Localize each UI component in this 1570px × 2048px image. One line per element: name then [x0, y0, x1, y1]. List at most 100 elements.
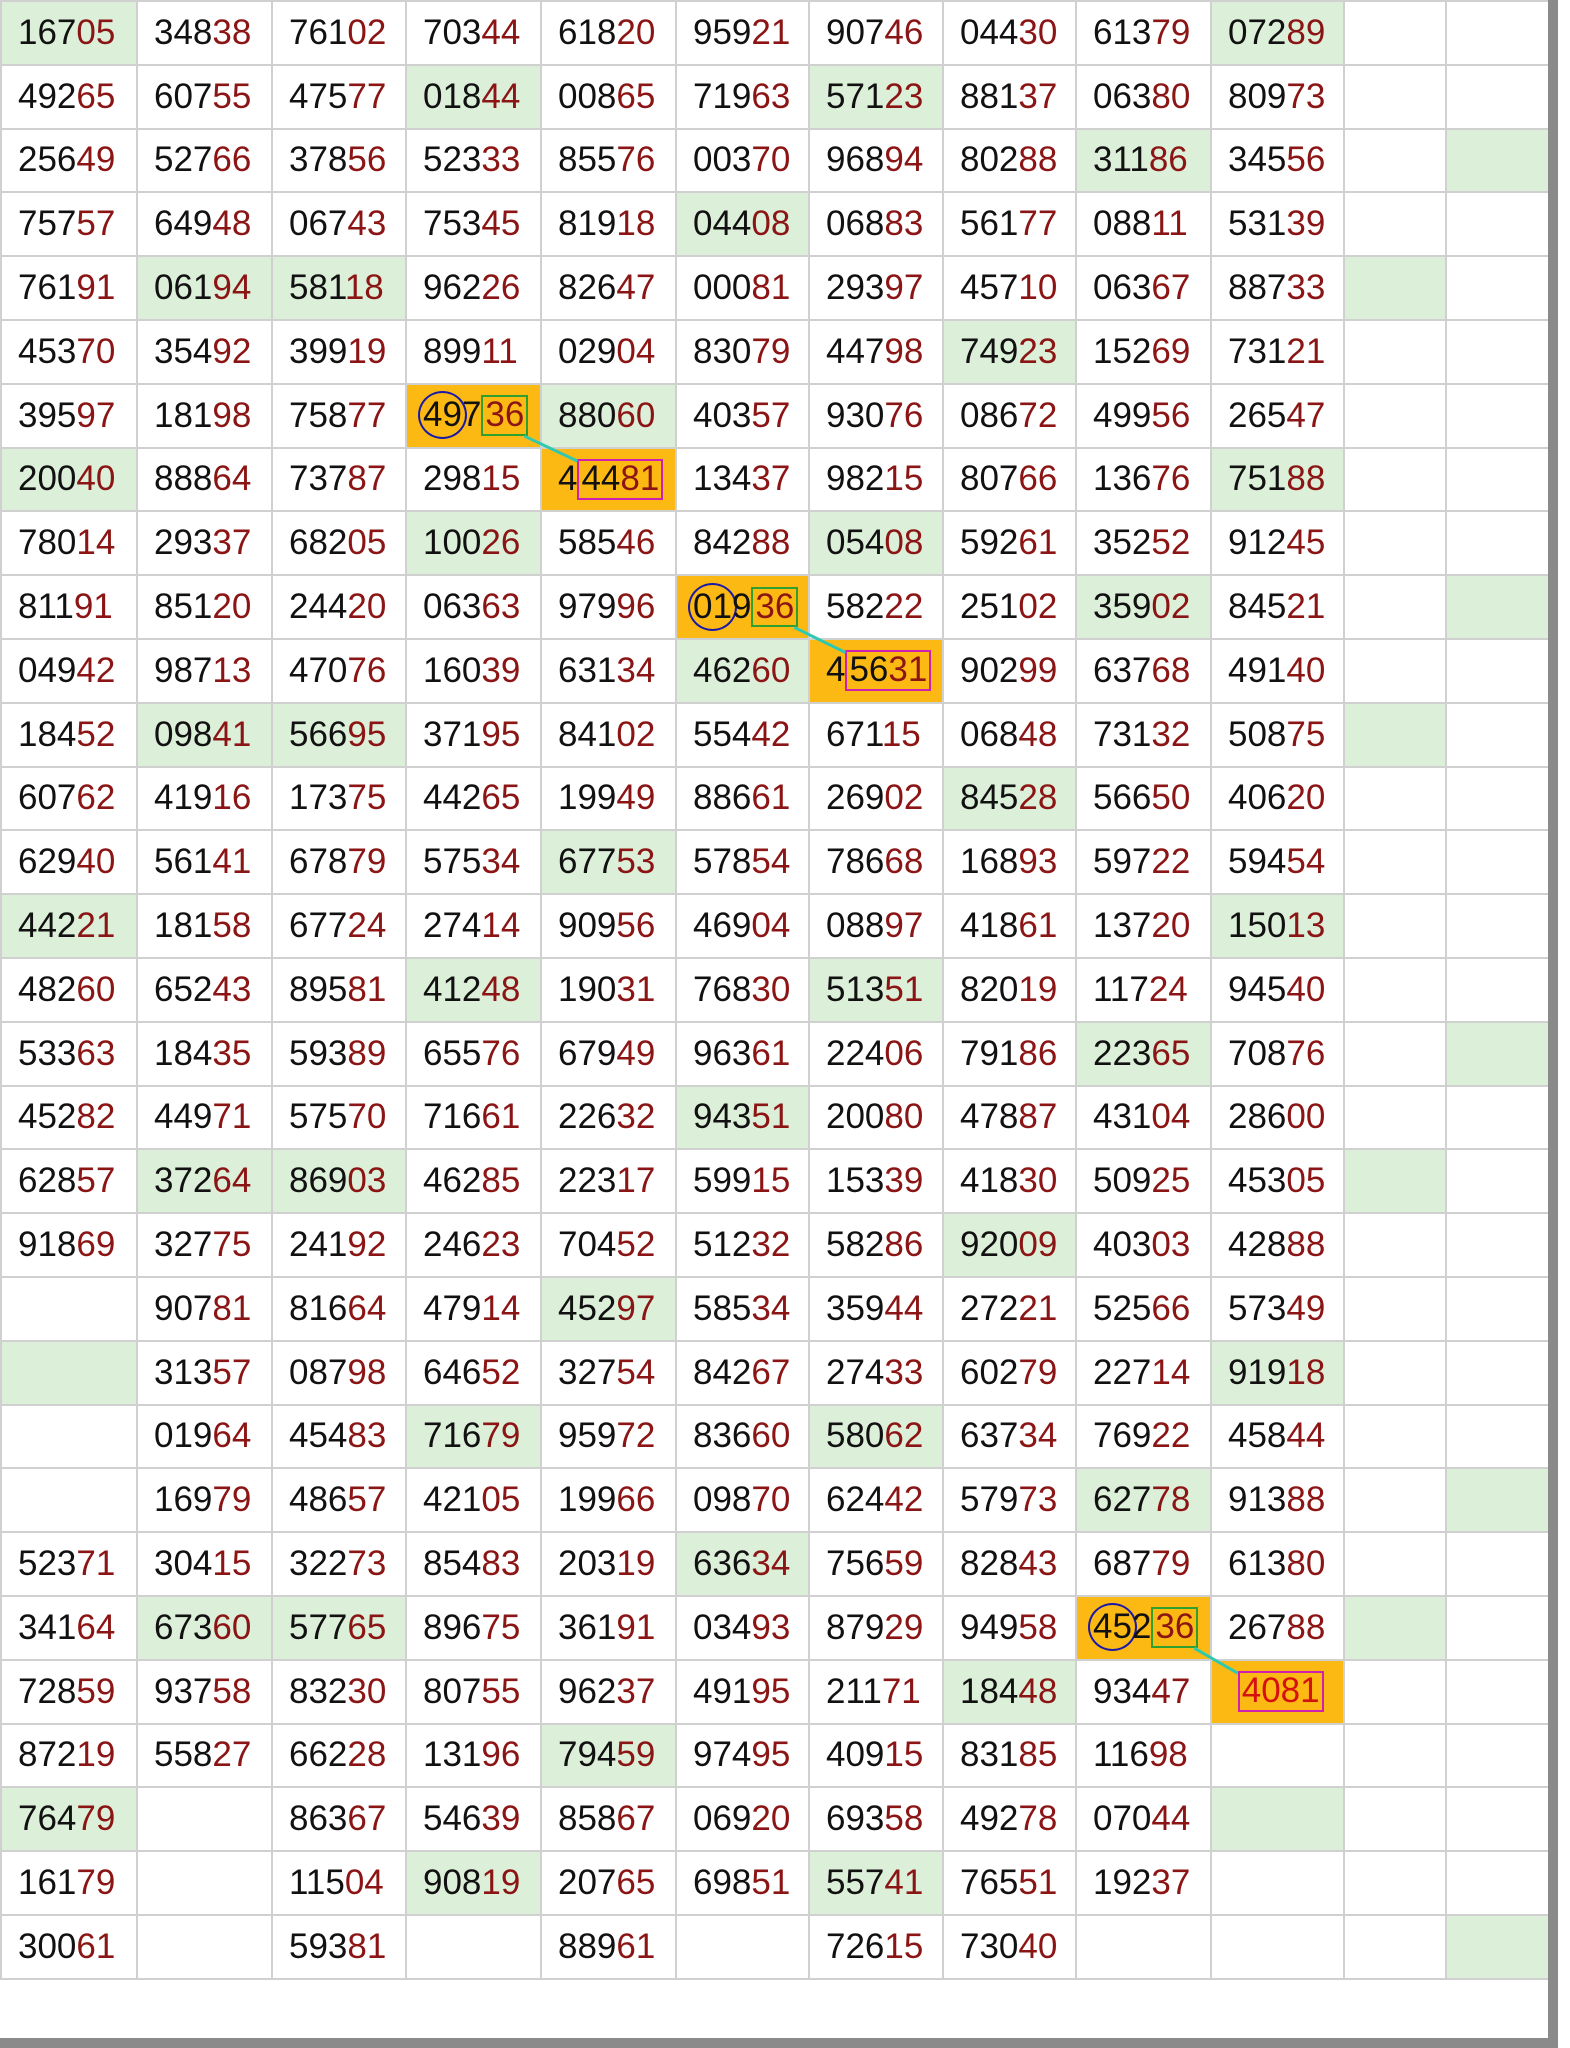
green-box-mark: 36 — [481, 395, 529, 437]
grid-cell — [1445, 1467, 1550, 1534]
tail-digits: 28 — [347, 1735, 387, 1775]
tail-digits: 02 — [347, 12, 387, 52]
tail-digits: 19 — [76, 1735, 116, 1775]
grid-cell: 72615 — [808, 1913, 944, 1980]
grid-cell: 45844 — [1210, 1403, 1345, 1470]
tail-digits: 57 — [76, 1161, 116, 1201]
tail-digits: 03 — [347, 1161, 387, 1201]
circle-mark: 49 — [418, 391, 467, 440]
grid-cell: 62442 — [808, 1467, 944, 1534]
grid-cell: 74923 — [942, 318, 1077, 385]
grid-cell: 06848 — [942, 701, 1077, 768]
tail-digits: 51 — [884, 969, 924, 1009]
grid-cell: 58222 — [808, 574, 944, 640]
tail-digits: 34 — [751, 1288, 791, 1328]
grid-cell — [1343, 1913, 1447, 1980]
tail-digits: 76 — [347, 650, 387, 690]
grid-cell: 68205 — [271, 510, 407, 577]
tail-digits: 15 — [884, 1926, 924, 1966]
grid-cell: 45710 — [942, 255, 1077, 321]
grid-cell — [1445, 1722, 1550, 1789]
grid-cell: 84521 — [1210, 574, 1345, 640]
grid-cell: 90746 — [808, 0, 944, 66]
grid-cell: 96226 — [405, 255, 542, 321]
tail-digits: 98 — [212, 395, 252, 435]
grid-cell — [136, 1850, 273, 1916]
grid-cell: 51232 — [675, 1212, 810, 1278]
grid-cell — [1445, 1212, 1550, 1278]
grid-cell: 29397 — [808, 255, 944, 321]
tail-digits: 26 — [481, 523, 521, 563]
tail-digits: 15 — [751, 1161, 791, 1201]
grid-cell: 26547 — [1210, 382, 1345, 449]
grid-cell: 73040 — [942, 1913, 1077, 1980]
tail-digits: 50 — [1151, 778, 1191, 818]
tail-digits: 31 — [616, 969, 656, 1009]
tail-digits: 38 — [212, 12, 252, 52]
table-row: 34164 67360 57765 89675 36191 03493 87929 94958… — [0, 1594, 1550, 1661]
grid-cell: 57973 — [942, 1467, 1077, 1534]
grid-cell: 82019 — [942, 956, 1077, 1023]
tail-digits: 32 — [616, 1097, 656, 1137]
tail-digits: 88 — [1286, 1480, 1326, 1520]
tail-digits: 20 — [212, 587, 252, 627]
tail-digits: 23 — [481, 1225, 521, 1265]
grid-cell — [1343, 1339, 1447, 1406]
grid-cell: 88864 — [136, 446, 273, 513]
tail-digits: 77 — [347, 395, 387, 435]
circle-mark: 45 — [1088, 1603, 1137, 1652]
grid-cell: 09870 — [675, 1467, 810, 1534]
table-row: 31357 08798 64652 32754 84267 27433 60279 22714… — [0, 1339, 1550, 1406]
tail-digits: 02 — [616, 714, 656, 754]
tail-digits: 59 — [616, 1735, 656, 1775]
tail-digits: 40 — [76, 459, 116, 499]
grid-cell: 45370 — [0, 318, 138, 385]
grid-cell — [1343, 829, 1447, 896]
tail-digits: 06 — [884, 1033, 924, 1073]
grid-cell: 57570 — [271, 1084, 407, 1151]
grid-cell — [1343, 1275, 1447, 1342]
grid-cell: 29815 — [405, 446, 542, 513]
grid-cell: 15339 — [808, 1148, 944, 1215]
grid-cell: 57534 — [405, 829, 542, 896]
tail-digits: 41 — [884, 1863, 924, 1902]
grid-cell: 45483 — [271, 1403, 407, 1470]
grid-cell: 45305 — [1210, 1148, 1345, 1215]
tail-digits: 76 — [1286, 1033, 1326, 1073]
grid-cell: 59915 — [675, 1148, 810, 1215]
grid-cell: 16039 — [405, 637, 542, 704]
tail-digits: 18 — [1286, 1352, 1326, 1392]
tail-digits: 81 — [347, 969, 387, 1009]
tail-digits: 30 — [347, 1671, 387, 1711]
tail-digits: 73 — [1018, 1480, 1058, 1520]
grid-cell: 82647 — [540, 255, 677, 321]
grid-cell: 37264 — [136, 1148, 273, 1215]
grid-cell: 53363 — [0, 1020, 138, 1087]
tail-digits: 95 — [481, 714, 521, 754]
grid-cell: 88060 — [540, 382, 677, 449]
tail-digits: 08 — [751, 204, 791, 244]
tail-digits: 79 — [1151, 12, 1191, 52]
table-row: 45370 35492 39919 89911 02904 83079 44798 74923… — [0, 318, 1550, 385]
grid-cell: 75757 — [0, 191, 138, 258]
tail-digits: 61 — [751, 778, 791, 818]
grid-cell: 45297 — [540, 1275, 677, 1342]
grid-cell: 58062 — [808, 1403, 944, 1470]
grid-cell: 04430 — [942, 0, 1077, 66]
tail-digits: 64 — [212, 459, 252, 499]
tail-digits: 37 — [1018, 76, 1058, 116]
grid-cell: 24420 — [271, 574, 407, 640]
grid-cell: 56141 — [136, 829, 273, 896]
grid-cell: 07289 — [1210, 0, 1345, 66]
tail-digits: 97 — [616, 1288, 656, 1328]
grid-cell: 47076 — [271, 637, 407, 704]
table-row: 90781 81664 47914 45297 58534 35944 27221 52566… — [0, 1275, 1550, 1342]
table-row: 30061 59381 88961 72615 73040 — [0, 1913, 1550, 1980]
grid-cell: 90956 — [540, 893, 677, 959]
grid-cell: 94958 — [942, 1594, 1077, 1661]
grid-cell: 55827 — [136, 1722, 273, 1789]
tail-digits: 24 — [347, 906, 387, 946]
grid-cell: 41916 — [136, 765, 273, 832]
tail-digits: 35 — [212, 1033, 252, 1073]
grid-cell: 97495 — [675, 1722, 810, 1789]
